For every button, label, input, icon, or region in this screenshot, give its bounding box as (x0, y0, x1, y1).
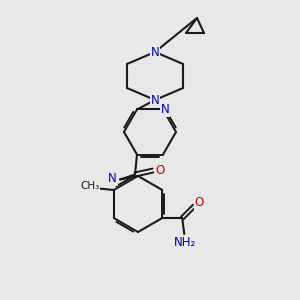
Text: N: N (151, 94, 159, 106)
Text: N: N (160, 103, 169, 116)
Text: N: N (151, 46, 159, 59)
Text: NH₂: NH₂ (174, 236, 197, 248)
Text: O: O (155, 164, 165, 177)
Text: CH₃: CH₃ (80, 181, 99, 191)
Text: H: H (107, 173, 115, 184)
Text: N: N (108, 172, 117, 185)
Text: O: O (195, 196, 204, 209)
